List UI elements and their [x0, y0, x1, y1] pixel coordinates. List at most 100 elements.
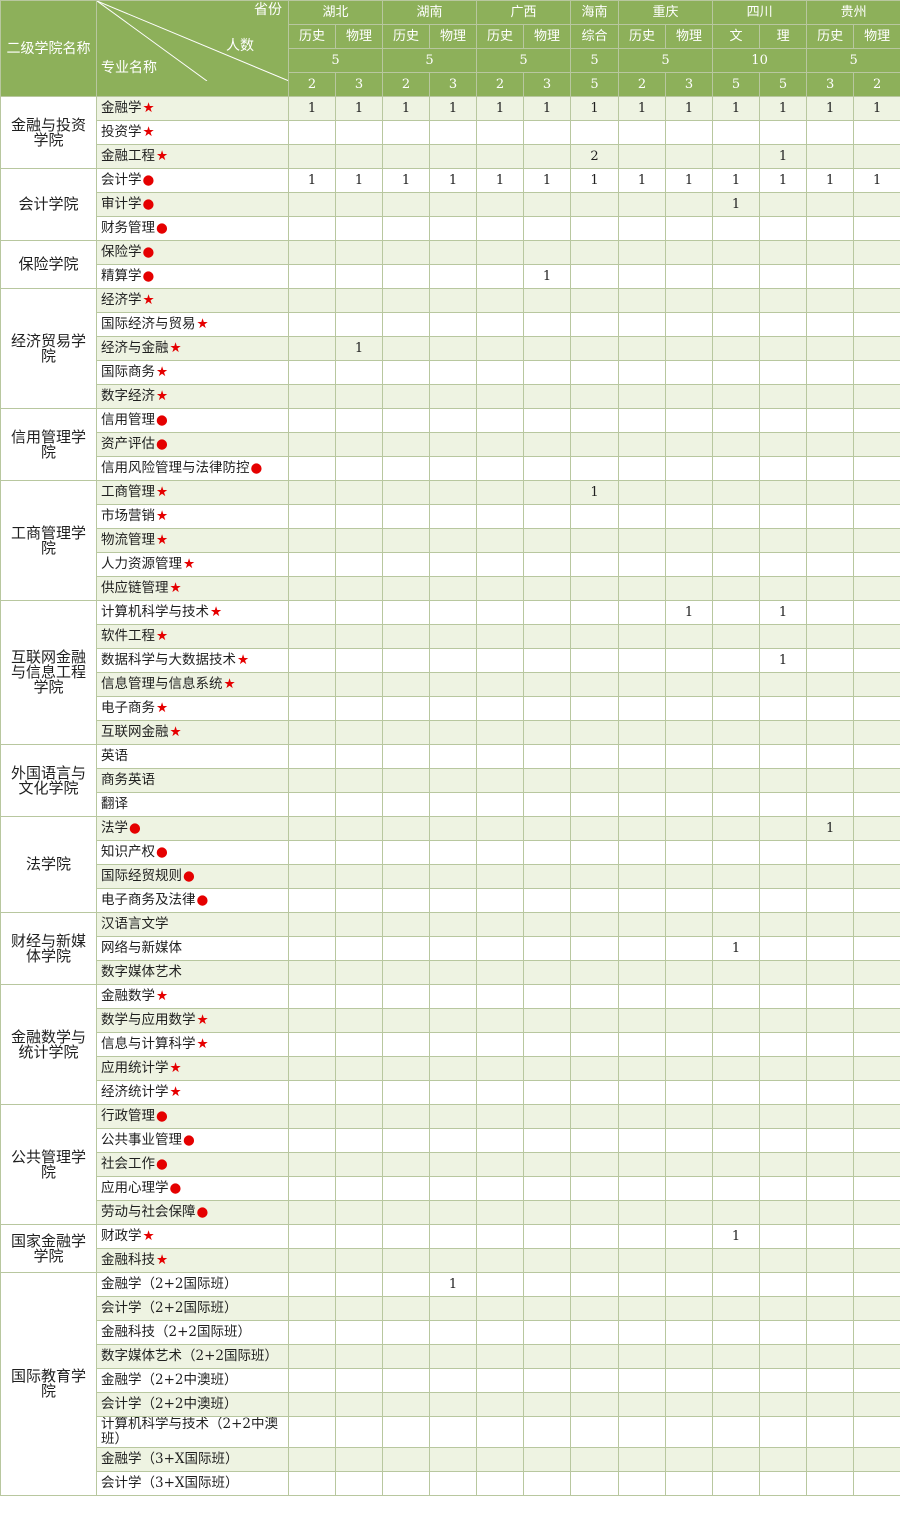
quota-cell	[429, 936, 478, 961]
quota-cell	[665, 504, 714, 529]
quota-cell	[806, 528, 855, 553]
major-name: 行政管理	[101, 1108, 155, 1124]
quota-cell	[853, 1344, 900, 1369]
quota-cell	[523, 1296, 572, 1321]
quota-cell: 1	[759, 96, 808, 121]
major-row: 国际教育学院 金融学（2+2国际班） 1	[0, 1272, 900, 1496]
quota-cell	[759, 1008, 808, 1033]
quota-cell	[382, 936, 431, 961]
quota-cell	[570, 1344, 620, 1369]
major-name: 金融工程	[101, 148, 155, 164]
major-name: 数字媒体艺术（2+2国际班）	[101, 1348, 278, 1364]
quota-cell	[712, 888, 761, 913]
major-name-cell: 经济统计学★	[96, 1080, 289, 1105]
quota-cell	[712, 384, 761, 409]
quota-cell	[618, 792, 667, 817]
quota-cell	[618, 1368, 667, 1393]
quota-cell	[334, 264, 384, 289]
major-row: 经济统计学★	[1, 1080, 900, 1105]
quota-cell	[382, 456, 431, 481]
quota-cell	[759, 888, 808, 913]
quota-cell	[429, 1296, 478, 1321]
quota-cell	[570, 1080, 620, 1105]
quota-cell: 1	[523, 96, 572, 121]
major-name: 国际经济与贸易	[101, 316, 196, 332]
quota-cell	[759, 312, 808, 337]
subject-header: 理	[759, 24, 808, 49]
major-name: 市场营销	[101, 508, 155, 524]
major-name: 财务管理	[101, 220, 155, 236]
quota-cell	[570, 816, 620, 841]
header-row-province: 二级学院名称 省份 人数 专业名称 湖北 湖南 广西 海南 重庆 四川 贵州	[0, 0, 900, 97]
quota-cell	[618, 1080, 667, 1105]
quota-cell	[665, 288, 714, 313]
quota-cell	[334, 1056, 384, 1081]
quota-cell	[759, 816, 808, 841]
quota-cell	[334, 240, 384, 265]
quota-cell	[334, 1080, 384, 1105]
quota-cell	[334, 864, 384, 889]
major-name: 投资学	[101, 124, 142, 140]
quota-cell	[759, 432, 808, 457]
quota-cell	[712, 336, 761, 361]
star-mark-icon: ★	[237, 652, 250, 668]
quota-cell	[759, 456, 808, 481]
quota-cell	[570, 1104, 620, 1129]
quota-cell	[334, 1248, 384, 1273]
quota-cell	[476, 768, 525, 793]
subject-header: 综合	[570, 24, 620, 49]
quota-cell	[759, 768, 808, 793]
quota-cell	[853, 696, 900, 721]
quota-cell	[570, 1200, 620, 1225]
star-mark-icon: ★	[142, 292, 155, 308]
major-name: 审计学	[101, 196, 142, 212]
quota-cell	[382, 1200, 431, 1225]
quota-cell	[853, 960, 900, 985]
major-row: 互联网金融与信息工程学院 计算机科学与技术★ 1 1	[0, 600, 900, 745]
quota-cell	[665, 1152, 714, 1177]
quota-cell	[382, 312, 431, 337]
quota-cell	[570, 240, 620, 265]
quota-cell	[288, 1128, 336, 1153]
major-name: 商务英语	[101, 772, 155, 788]
quota-cell	[334, 312, 384, 337]
quota-cell	[853, 1296, 900, 1321]
quota-cell	[288, 456, 336, 481]
major-name: 翻译	[101, 796, 128, 812]
quota-cell	[334, 216, 384, 241]
quota-cell	[712, 120, 761, 145]
quota-cell	[759, 1272, 808, 1297]
quota-cell	[476, 360, 525, 385]
dot-mark-icon: ●	[129, 820, 141, 836]
quota-cell	[759, 840, 808, 865]
quota-cell	[334, 1368, 384, 1393]
quota-cell	[429, 1344, 478, 1369]
quota-cell	[570, 504, 620, 529]
quota-cell	[712, 240, 761, 265]
quota-cell	[618, 1200, 667, 1225]
quota-cell	[570, 576, 620, 601]
province-header: 广西	[476, 0, 572, 25]
major-row: 会计学（2+2国际班）	[1, 1296, 900, 1321]
quota-cell	[712, 624, 761, 649]
quota-cell	[334, 840, 384, 865]
quota-cell	[429, 240, 478, 265]
quota-cell	[429, 1128, 478, 1153]
quota-cell	[806, 672, 855, 697]
quota-cell	[382, 1320, 431, 1345]
quota-cell	[288, 864, 336, 889]
quota-cell	[806, 696, 855, 721]
quota-cell	[853, 744, 900, 769]
major-name: 金融学（2+2中澳班）	[101, 1372, 238, 1388]
quota-cell	[523, 744, 572, 769]
quota-cell	[476, 1128, 525, 1153]
quota-cell	[853, 1128, 900, 1153]
major-row: 精算学● 1	[1, 264, 900, 289]
quota-cell	[523, 1128, 572, 1153]
header-row-subject: 历史 物理 历史 物理 历史 物理 综合 历史 物理文理历史 物理	[1, 24, 900, 49]
quota-cell	[429, 1224, 478, 1249]
quota-cell	[853, 1272, 900, 1297]
star-mark-icon: ★	[156, 388, 169, 404]
quota-cell	[759, 1080, 808, 1105]
corner-province-label: 省份	[254, 2, 282, 18]
